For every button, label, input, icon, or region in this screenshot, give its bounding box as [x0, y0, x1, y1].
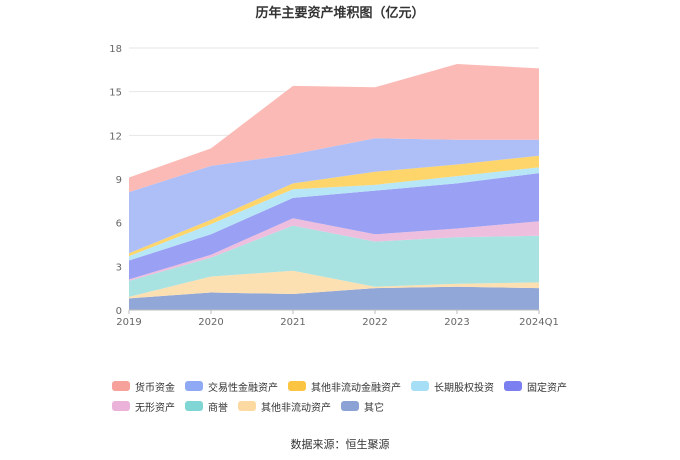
legend-swatch [185, 401, 203, 411]
data-source-note: 数据来源：恒生聚源 [290, 438, 390, 451]
legend-item-other-noncurrent-assets[interactable]: 其他非流动资产 [238, 399, 331, 414]
legend-swatch [112, 381, 130, 391]
area-series [129, 286, 539, 310]
legend-item-trading-financial-assets[interactable]: 交易性金融资产 [185, 379, 278, 394]
area-series [129, 173, 539, 280]
area-series [129, 225, 539, 297]
legend-item-fixed-assets[interactable]: 固定资产 [504, 379, 567, 394]
legend-swatch [341, 401, 359, 411]
y-tick-label: 3 [116, 262, 122, 273]
area-series [129, 270, 539, 299]
legend-swatch [504, 381, 522, 391]
legend-label: 长期股权投资 [434, 382, 494, 394]
legend-label: 商誉 [208, 402, 228, 414]
legend-swatch [112, 401, 130, 411]
y-tick-label: 15 [109, 88, 122, 99]
y-tick-label: 18 [109, 44, 122, 55]
legend-item-other[interactable]: 其它 [341, 399, 384, 414]
legend-label: 其他非流动资产 [261, 402, 331, 414]
area-series [129, 218, 539, 281]
legend-label: 无形资产 [135, 402, 175, 414]
x-tick-label: 2022 [362, 317, 387, 328]
x-tick-label: 2024Q1 [519, 317, 559, 328]
legend-swatch [238, 401, 256, 411]
chart-title: 历年主要资产堆积图（亿元） [255, 6, 425, 21]
y-tick-label: 0 [116, 306, 122, 317]
legend-label: 交易性金融资产 [208, 382, 278, 394]
x-tick-label: 2021 [280, 317, 305, 328]
stacked-area-chart: 0 3 6 9 12 15 18 2019 2020 2021 2022 2023 2024Q1 [109, 44, 559, 328]
legend-label: 其他非流动金融资产 [311, 382, 401, 394]
legend-item-long-term-equity-investment[interactable]: 长期股权投资 [411, 379, 494, 394]
legend-label: 货币资金 [135, 382, 175, 394]
legend-item-intangible-assets[interactable]: 无形资产 [112, 399, 175, 414]
area-series [129, 167, 539, 261]
chart-legend: 货币资金 交易性金融资产 其他非流动金融资产 长期股权投资 固定资产 [112, 376, 582, 416]
legend-row-1: 货币资金 交易性金融资产 其他非流动金融资产 长期股权投资 固定资产 [112, 376, 582, 396]
legend-item-cash[interactable]: 货币资金 [112, 379, 175, 394]
legend-row-2: 无形资产 商誉 其他非流动资产 其它 [112, 396, 582, 416]
x-tick-label: 2019 [116, 317, 141, 328]
legend-label: 固定资产 [527, 382, 567, 394]
area-series [129, 64, 539, 193]
legend-swatch [288, 381, 306, 391]
x-tick-label: 2020 [198, 317, 223, 328]
legend-item-other-noncurrent-financial-assets[interactable]: 其他非流动金融资产 [288, 379, 401, 394]
y-tick-label: 6 [116, 219, 122, 230]
area-series [129, 155, 539, 257]
x-tick-label: 2023 [444, 317, 469, 328]
legend-swatch [185, 381, 203, 391]
area-series [129, 138, 539, 254]
legend-label: 其它 [364, 402, 384, 414]
legend-item-goodwill[interactable]: 商誉 [185, 399, 228, 414]
legend-swatch [411, 381, 429, 391]
y-tick-label: 9 [116, 175, 122, 186]
y-tick-label: 12 [109, 131, 122, 142]
